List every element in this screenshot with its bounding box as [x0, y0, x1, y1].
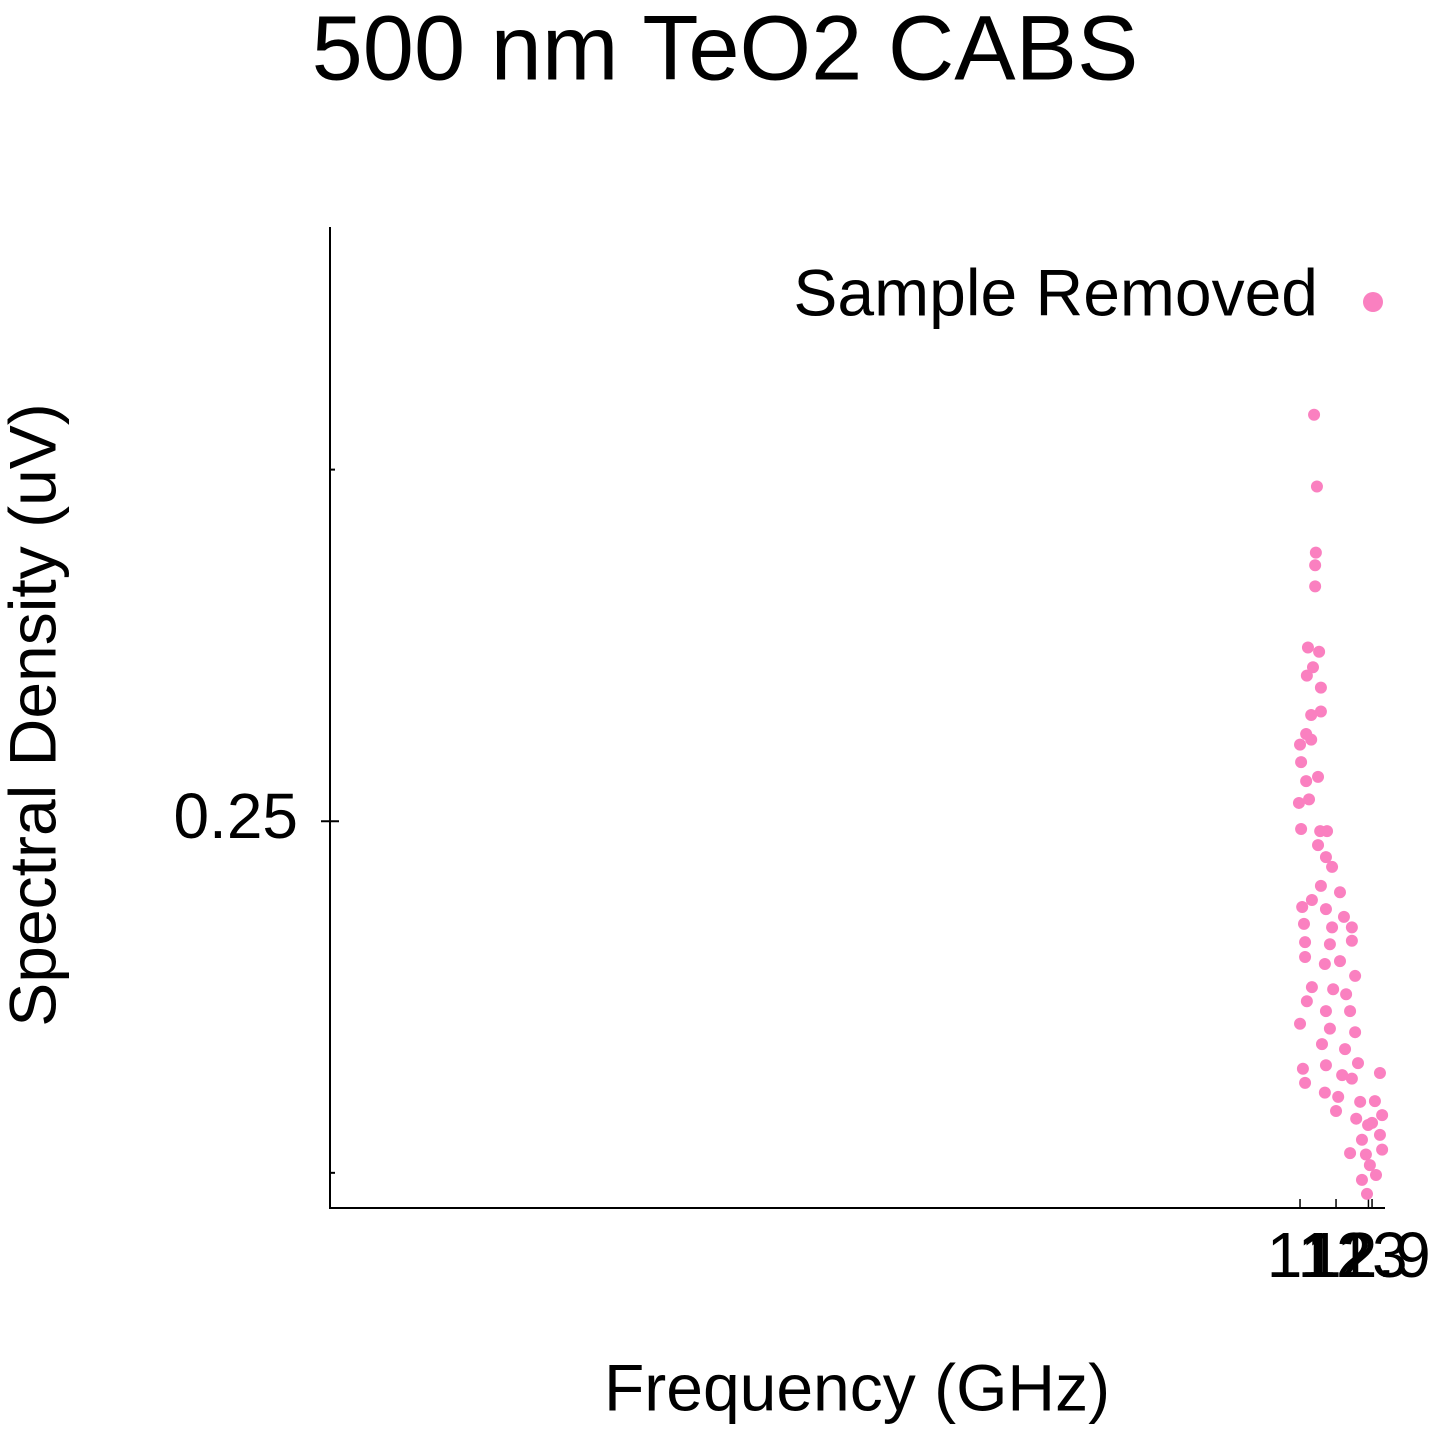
point [1308, 408, 1321, 421]
point [1345, 1072, 1358, 1085]
y-tick-label: 0.25 [173, 780, 298, 852]
point [1309, 546, 1322, 559]
point [1312, 770, 1325, 783]
point [1344, 1005, 1357, 1018]
point [1296, 901, 1309, 914]
point [1337, 910, 1350, 923]
point [1309, 580, 1322, 593]
point [1360, 1187, 1373, 1200]
point [1373, 1128, 1386, 1141]
point [1309, 559, 1322, 572]
point [1355, 1173, 1368, 1186]
point [1349, 969, 1362, 982]
point [1336, 1069, 1349, 1082]
x-tick-label: 11 [1267, 1219, 1333, 1291]
point [1340, 988, 1353, 1001]
point [1339, 1043, 1352, 1056]
point [1333, 955, 1346, 968]
point [1355, 1133, 1368, 1146]
point [1305, 981, 1318, 994]
point [1318, 1086, 1331, 1099]
point [1310, 480, 1323, 493]
point [1350, 1112, 1363, 1125]
x-tick-label: 12.9 [1306, 1219, 1431, 1291]
point [1313, 645, 1326, 658]
point [1359, 1148, 1372, 1161]
point [1319, 1059, 1332, 1072]
point [1326, 921, 1339, 934]
point [1305, 709, 1318, 722]
y-axis-label: Spectral Density (uV) [0, 403, 69, 1027]
point [1351, 1057, 1364, 1070]
point [1319, 851, 1332, 864]
point [1323, 1022, 1336, 1035]
point [1349, 1026, 1362, 1039]
legend-marker [1363, 292, 1383, 312]
point [1295, 756, 1308, 769]
point [1303, 793, 1316, 806]
point [1312, 839, 1325, 852]
point [1294, 1017, 1307, 1030]
point [1318, 957, 1331, 970]
point [1314, 705, 1327, 718]
point [1300, 669, 1313, 682]
point [1327, 983, 1340, 996]
point [1319, 1005, 1332, 1018]
x-axis-label: Frequency (GHz) [604, 1350, 1110, 1424]
legend-label: Sample Removed [793, 255, 1318, 329]
point [1296, 1062, 1309, 1075]
x-tick-label: 13 [1336, 1219, 1407, 1291]
point [1294, 738, 1307, 751]
point [1326, 860, 1339, 873]
point [1306, 661, 1319, 674]
point [1345, 934, 1358, 947]
point [1319, 903, 1332, 916]
point [1299, 950, 1312, 963]
point [1333, 886, 1346, 899]
point [1321, 825, 1334, 838]
point [1345, 921, 1358, 934]
point [1376, 1109, 1389, 1122]
point [1376, 1143, 1389, 1156]
point [1373, 1066, 1386, 1079]
point [1300, 995, 1313, 1008]
point [1368, 1095, 1381, 1108]
point [1323, 938, 1336, 951]
point [1297, 917, 1310, 930]
point [1315, 1038, 1328, 1051]
point [1314, 879, 1327, 892]
point [1299, 936, 1312, 949]
point [1295, 822, 1308, 835]
point [1305, 733, 1318, 746]
point [1344, 1147, 1357, 1160]
point [1363, 1159, 1376, 1172]
point [1354, 1095, 1367, 1108]
point [1332, 1090, 1345, 1103]
point [1366, 1116, 1379, 1129]
point [1330, 1104, 1343, 1117]
point [1300, 775, 1313, 788]
point [1305, 893, 1318, 906]
point [1292, 796, 1305, 809]
point [1314, 681, 1327, 694]
point [1369, 1168, 1382, 1181]
point [1299, 1076, 1312, 1089]
point [1301, 641, 1314, 654]
chart-title: 500 nm TeO2 CABS [312, 0, 1139, 99]
x-tick-label: 12 [1300, 1219, 1371, 1291]
